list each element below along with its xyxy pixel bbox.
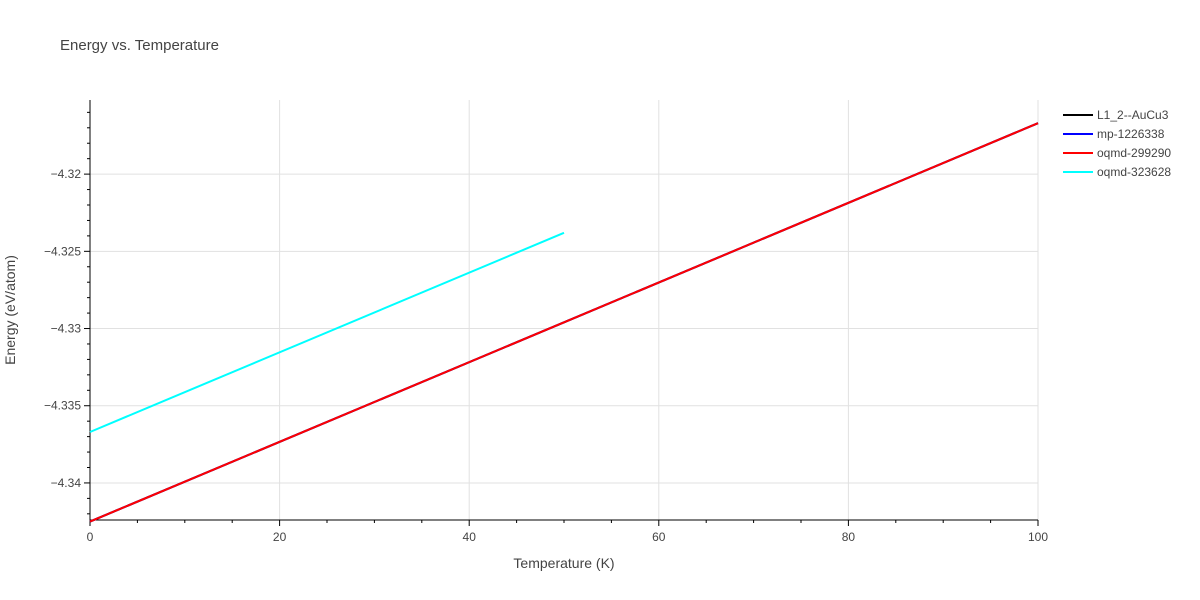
legend-item[interactable]: oqmd-323628 (1063, 165, 1171, 179)
x-tick-label: 80 (842, 530, 856, 544)
legend-item[interactable]: oqmd-299290 (1063, 146, 1171, 160)
x-axis-title: Temperature (K) (513, 555, 614, 571)
series-line-oqmd-299290 (89, 122, 1039, 523)
y-axis-title: Energy (eV/atom) (2, 255, 18, 365)
legend-item[interactable]: mp-1226338 (1063, 127, 1165, 141)
series-lines (89, 122, 1039, 523)
legend-item[interactable]: L1_2--AuCu3 (1063, 108, 1169, 122)
y-tick-label: −4.34 (51, 476, 82, 490)
y-tick-label: −4.325 (44, 244, 81, 258)
grid (90, 100, 1039, 520)
x-tick-label: 20 (273, 530, 287, 544)
legend: L1_2--AuCu3 mp-1226338 oqmd-299290 oqmd-323… (1063, 108, 1171, 179)
legend-label: oqmd-323628 (1097, 165, 1171, 179)
axes: 0 20 40 60 80 100 −4.34 −4.335 −4.33 −4.325 −4.32 (44, 100, 1048, 544)
y-tick-label: −4.33 (51, 322, 82, 336)
x-tick-label: 60 (652, 530, 666, 544)
y-tick-label: −4.335 (44, 399, 81, 413)
y-tick-label: −4.32 (51, 167, 82, 181)
legend-label: L1_2--AuCu3 (1097, 108, 1169, 122)
x-tick-label: 100 (1028, 530, 1048, 544)
series-line-oqmd-323628 (89, 231, 565, 433)
chart-title: Energy vs. Temperature (60, 37, 219, 54)
x-tick-label: 40 (463, 530, 477, 544)
legend-label: oqmd-299290 (1097, 146, 1171, 160)
legend-label: mp-1226338 (1097, 127, 1165, 141)
x-tick-label: 0 (87, 530, 94, 544)
